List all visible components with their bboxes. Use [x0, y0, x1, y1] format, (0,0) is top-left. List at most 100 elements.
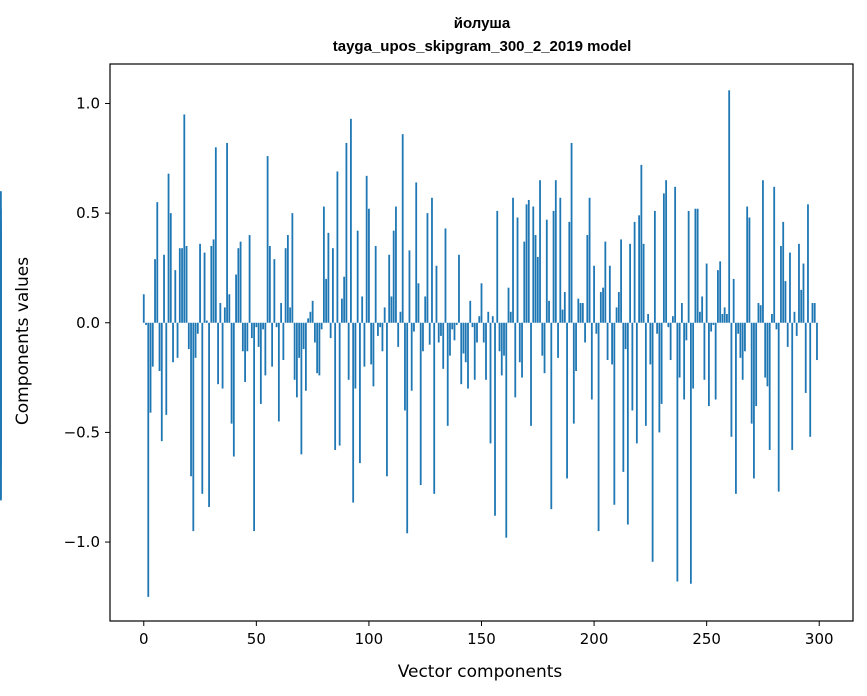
bar — [676, 322, 679, 582]
y-tick-label: 0.5 — [76, 204, 100, 222]
bar — [284, 248, 287, 323]
bar — [807, 204, 809, 323]
bar — [545, 219, 548, 323]
bar — [496, 210, 499, 323]
bar — [250, 322, 253, 339]
bar — [0, 322, 2, 407]
bar — [638, 215, 641, 323]
bar — [789, 252, 791, 323]
bar — [687, 210, 690, 323]
bar — [651, 322, 654, 562]
bar — [809, 322, 812, 437]
bar — [185, 246, 188, 323]
bar — [282, 322, 285, 361]
bar — [717, 270, 719, 323]
bar — [633, 221, 636, 323]
bar — [487, 311, 490, 323]
bar — [464, 322, 467, 363]
bar — [214, 147, 217, 323]
bar — [500, 322, 503, 376]
bar — [167, 173, 170, 323]
bar — [509, 311, 512, 323]
bar — [293, 322, 296, 380]
bar — [671, 316, 674, 323]
bar — [800, 289, 803, 323]
bar — [458, 254, 460, 323]
bar — [577, 298, 580, 323]
bar — [332, 248, 334, 323]
bar — [739, 322, 742, 358]
bar — [777, 322, 780, 492]
bar — [354, 322, 357, 389]
bar — [674, 186, 677, 323]
bar — [219, 303, 222, 323]
bar — [669, 322, 672, 361]
bar — [428, 322, 431, 345]
bar — [798, 243, 800, 323]
bar — [165, 322, 168, 415]
bar — [467, 322, 469, 389]
bar — [449, 322, 451, 356]
bar — [771, 313, 773, 323]
bar — [530, 322, 532, 426]
bar — [780, 246, 782, 323]
bar — [223, 307, 226, 323]
bar — [816, 322, 818, 361]
bar — [307, 318, 310, 323]
bar — [221, 322, 224, 389]
bar — [784, 281, 787, 323]
bar — [593, 265, 595, 323]
y-tick-label: 0.0 — [76, 314, 100, 332]
bar — [721, 313, 724, 323]
bar — [327, 232, 330, 323]
bar — [208, 322, 210, 507]
y-tick-label: −0.5 — [64, 423, 100, 441]
y-axis-label: Components values — [13, 257, 33, 425]
bar — [316, 322, 319, 374]
bar — [557, 322, 559, 358]
bar — [469, 300, 472, 323]
bar — [494, 322, 496, 516]
bar — [505, 322, 508, 538]
bar — [753, 322, 755, 479]
bar — [507, 287, 510, 323]
bar — [437, 322, 440, 343]
bar — [741, 322, 744, 380]
bar — [363, 322, 366, 367]
bar — [699, 311, 701, 323]
bar — [210, 246, 213, 323]
x-tick-label: 150 — [467, 630, 496, 648]
bar — [536, 256, 539, 323]
bar — [631, 322, 634, 411]
bar — [665, 180, 668, 323]
bar — [748, 217, 751, 323]
bar — [791, 322, 794, 450]
bar — [566, 322, 568, 479]
x-tick-label: 0 — [139, 630, 149, 648]
bar — [286, 235, 289, 323]
x-tick-label: 50 — [247, 630, 266, 648]
bar — [732, 278, 735, 323]
bar — [476, 322, 478, 343]
bar — [768, 322, 771, 450]
bar — [442, 322, 445, 369]
bar — [662, 193, 665, 323]
bar — [660, 322, 663, 404]
bar — [570, 142, 573, 323]
bar — [271, 322, 274, 367]
bar — [735, 322, 737, 494]
bar — [615, 307, 618, 323]
x-tick-label: 250 — [692, 630, 721, 648]
bar — [613, 322, 616, 505]
bar — [199, 243, 201, 323]
bar — [624, 322, 627, 350]
bar — [257, 322, 260, 347]
bar — [248, 235, 251, 323]
bar — [588, 197, 591, 323]
bar — [320, 322, 323, 330]
bar — [341, 298, 343, 323]
bar — [334, 322, 337, 450]
bar — [473, 322, 476, 380]
bar — [597, 322, 600, 532]
bar — [811, 303, 814, 323]
